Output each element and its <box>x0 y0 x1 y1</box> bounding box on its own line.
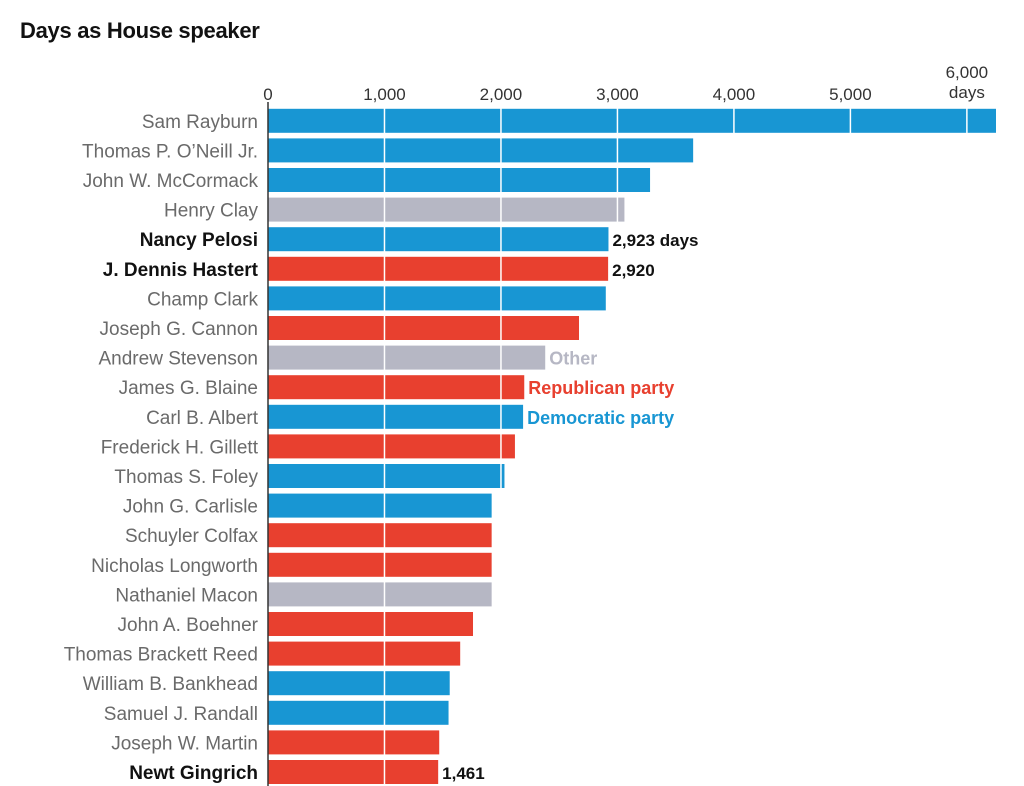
category-label: Andrew Stevenson <box>99 349 259 370</box>
category-label: William B. Bankhead <box>83 674 258 695</box>
bar <box>268 168 651 192</box>
category-label: Henry Clay <box>164 201 258 222</box>
tick-label: 0 <box>263 85 272 104</box>
category-label: Samuel J. Randall <box>104 704 258 725</box>
bar <box>268 108 996 133</box>
category-label: Thomas S. Foley <box>114 467 258 488</box>
category-label: Schuyler Colfax <box>125 526 259 547</box>
bar <box>268 286 606 311</box>
bar <box>268 730 440 755</box>
bar <box>268 523 492 548</box>
data-label: 2,923 days <box>612 231 698 250</box>
bar <box>268 434 515 459</box>
category-label: Nancy Pelosi <box>140 230 258 251</box>
category-label: Nathaniel Macon <box>115 585 258 606</box>
bar <box>268 227 609 252</box>
bar <box>268 612 474 636</box>
legend-annotation: Other <box>549 349 597 369</box>
bars-layer <box>268 108 996 784</box>
bar <box>268 316 580 340</box>
bar <box>268 464 505 488</box>
data-label: 2,920 <box>612 261 655 280</box>
category-label: Frederick H. Gillett <box>101 437 259 458</box>
category-label: Sam Rayburn <box>142 112 258 133</box>
category-label: John A. Boehner <box>118 615 259 636</box>
bar <box>268 256 609 281</box>
category-label: Joseph W. Martin <box>111 733 258 754</box>
category-label: James G. Blaine <box>119 378 258 399</box>
category-label: Thomas P. O’Neill Jr. <box>82 141 258 162</box>
tick-label: 1,000 <box>363 85 406 104</box>
category-label: Champ Clark <box>147 289 258 310</box>
category-label: Thomas Brackett Reed <box>64 645 258 666</box>
labels-layer: Sam Rayburn Thomas P. O’Neill Jr. John W. … <box>64 112 699 784</box>
tick-label: 4,000 <box>713 85 756 104</box>
tick-unit-label: days <box>949 83 985 102</box>
bar <box>268 404 524 429</box>
bar <box>268 582 492 607</box>
bar <box>268 493 492 518</box>
category-label: Nicholas Longworth <box>91 556 258 577</box>
tick-label: 2,000 <box>480 85 523 104</box>
bar <box>268 197 625 222</box>
category-label: John W. McCormack <box>83 171 259 192</box>
bar <box>268 552 492 577</box>
bar <box>268 375 525 400</box>
chart-title: Days as House speaker <box>20 18 260 43</box>
category-label: Newt Gingrich <box>129 763 258 784</box>
gridlines <box>383 106 968 786</box>
category-label: Joseph G. Cannon <box>100 319 258 340</box>
bar <box>268 345 546 370</box>
bar <box>268 700 449 725</box>
tick-label: 6,000 <box>946 63 989 82</box>
category-label: Carl B. Albert <box>146 408 259 429</box>
tick-label: 3,000 <box>596 85 639 104</box>
tick-label: 5,000 <box>829 85 872 104</box>
legend-annotation: Republican party <box>528 378 674 398</box>
category-label: John G. Carlisle <box>123 497 258 518</box>
bar <box>268 671 450 696</box>
bar <box>268 760 439 784</box>
category-label: J. Dennis Hastert <box>103 260 259 281</box>
legend-annotation: Democratic party <box>527 408 674 428</box>
bar <box>268 138 694 163</box>
data-label: 1,461 <box>442 764 485 783</box>
bar <box>268 641 461 666</box>
